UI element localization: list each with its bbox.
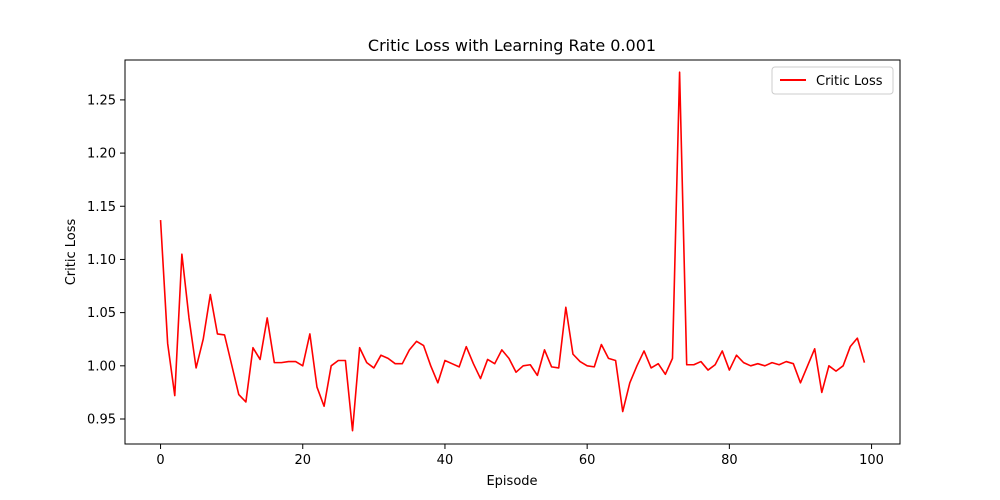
y-axis-label: Critic Loss: [64, 219, 79, 286]
x-tick-label: 40: [437, 453, 454, 468]
axes: [125, 60, 900, 444]
legend-label: Critic Loss: [816, 74, 883, 89]
legend-box: [771, 66, 894, 95]
plot-area: [125, 60, 900, 444]
x-tick-label: 80: [721, 453, 738, 468]
x-tick-label: 20: [294, 453, 311, 468]
chart-title: Critic Loss with Learning Rate 0.001: [368, 36, 656, 55]
y-tick-label: 1.00: [87, 359, 116, 374]
x-axis-label: Episode: [486, 474, 537, 489]
ticks: 0 20 40 60 80 100 0.95 1.00 1.05 1.10 1.15 1.20 1.25: [87, 93, 884, 468]
plot-frame: [124, 59, 901, 445]
x-tick-label: 100: [859, 453, 884, 468]
y-tick-label: 1.15: [87, 200, 116, 215]
x-tick-label: 0: [156, 453, 164, 468]
y-tick-label: 1.10: [87, 253, 116, 268]
y-tick-label: 0.95: [87, 413, 116, 428]
series-group: [159, 71, 866, 432]
series-line-critic-loss: [159, 71, 866, 432]
legend: Critic Loss: [771, 66, 894, 95]
y-tick-label: 1.05: [87, 306, 116, 321]
x-tick-label: 60: [579, 453, 596, 468]
y-tick-label: 1.25: [87, 93, 116, 108]
y-tick-label: 1.20: [87, 147, 116, 162]
